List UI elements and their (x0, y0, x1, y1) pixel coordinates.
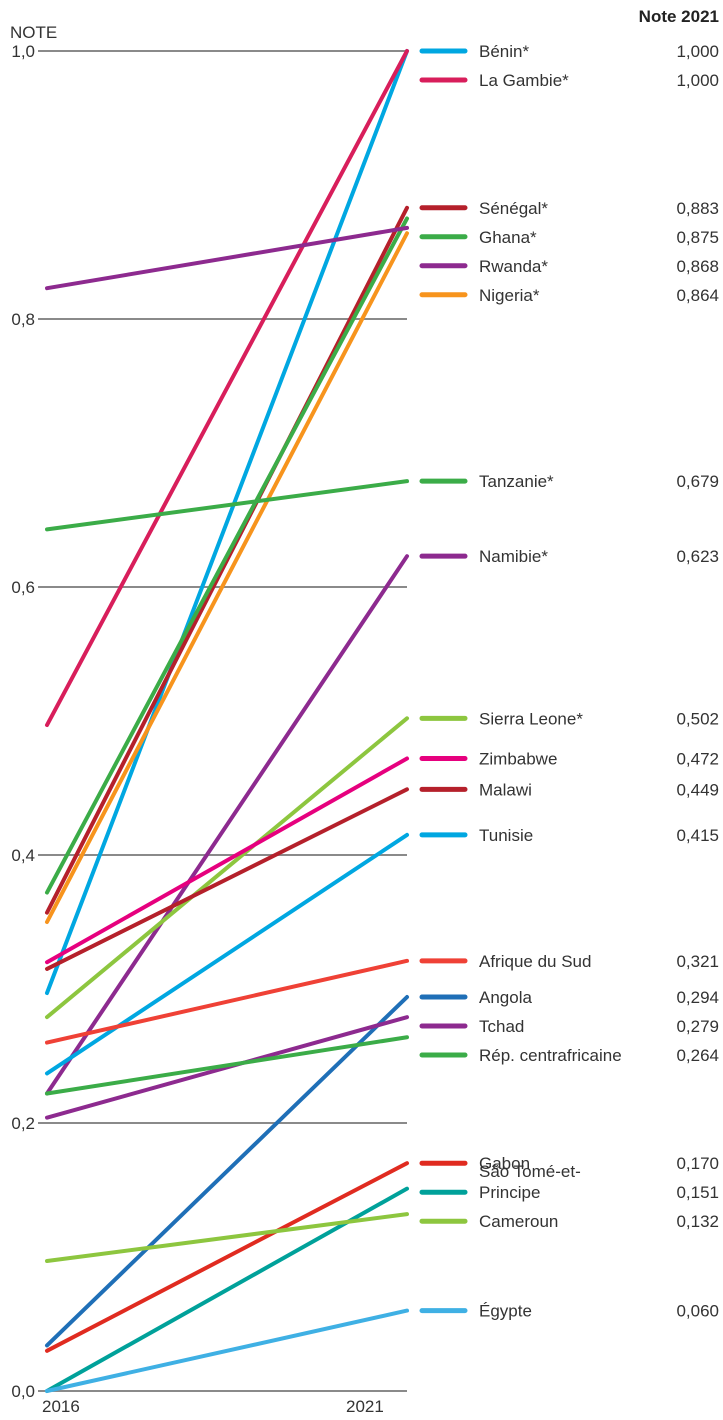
legend-value: 0,170 (676, 1154, 719, 1173)
y-tick-label-5: 1,0 (11, 42, 35, 61)
legend-item-la-gambie: La Gambie* 1,000 (419, 71, 719, 90)
legend-value: 0,864 (676, 286, 719, 305)
y-tick-label-1: 0,2 (11, 1114, 35, 1133)
legend-value: 0,623 (676, 547, 719, 566)
legend-label: Nigeria* (479, 286, 540, 305)
series-line-tunisie (45, 832, 409, 1076)
series-line-angola (45, 995, 409, 1348)
y-tick-label-3: 0,6 (11, 578, 35, 597)
legend-label: São Tomé-et- (479, 1162, 581, 1181)
legend-label: Égypte (479, 1302, 532, 1321)
legend-label: Malawi (479, 780, 532, 799)
legend-label: Cameroun (479, 1212, 558, 1231)
y-axis-title: NOTE (10, 23, 57, 42)
series-line-namibie (45, 554, 409, 1096)
series-line-tanzanie (45, 479, 409, 532)
series-line-malawi (45, 787, 409, 971)
legend-item-senegal: Sénégal* 0,883 (419, 199, 719, 218)
series-line-rep-centrafricaine (45, 1035, 409, 1096)
legend-value: 0,502 (676, 709, 719, 728)
legend-item-tanzanie: Tanzanie* 0,679 (419, 472, 719, 491)
value-column-header: Note 2021 (639, 7, 719, 26)
legend-label: Tanzanie* (479, 472, 554, 491)
legend-label: Gabon (479, 1154, 530, 1173)
legend-label: Sierra Leone* (479, 709, 583, 728)
series-line-sao-tome-et-principe (45, 1186, 409, 1393)
legend-item-ghana: Ghana* 0,875 (419, 228, 719, 247)
legend-label: Afrique du Sud (479, 952, 591, 971)
legend-value: 0,415 (676, 826, 719, 845)
legend-item-tchad: Tchad 0,279 (419, 1017, 719, 1036)
series-line-sierra-leone (45, 716, 409, 1020)
legend-label: Ghana* (479, 228, 537, 247)
legend-item-angola: Angola 0,294 (419, 988, 719, 1007)
legend-value: 0,060 (676, 1302, 719, 1321)
legend-label: Tunisie (479, 826, 533, 845)
x-tick-label-2021: 2021 (346, 1397, 384, 1416)
series-line-zimbabwe (45, 756, 409, 965)
legend-item-sao-tome-et-principe: São Tomé-et- Principe 0,151 (419, 1162, 719, 1202)
series-line-gabon (45, 1161, 409, 1353)
series-line-ghana (45, 216, 409, 895)
legend-item-nigeria: Nigeria* 0,864 (419, 286, 719, 305)
legend-label: Namibie* (479, 547, 548, 566)
legend: Bénin* 1,000 La Gambie* 1,000 Sénégal* 0,883 G… (419, 42, 719, 1321)
legend-value: 0,449 (676, 780, 719, 799)
legend-item-malawi: Malawi 0,449 (419, 780, 719, 799)
legend-label: Bénin* (479, 42, 529, 61)
legend-label: Principe (479, 1183, 540, 1202)
legend-item-namibie: Namibie* 0,623 (419, 547, 719, 566)
y-tick-label-2: 0,4 (11, 846, 35, 865)
legend-value: 0,279 (676, 1017, 719, 1036)
legend-label: Rép. centrafricaine (479, 1046, 622, 1065)
legend-item-sierra-leone: Sierra Leone* 0,502 (419, 709, 719, 728)
legend-item-rep-centrafricaine: Rép. centrafricaine 0,264 (419, 1046, 719, 1065)
series-lines (45, 49, 409, 1393)
legend-item-gabon: Gabon 0,170 (419, 1154, 719, 1173)
legend-label: Angola (479, 988, 532, 1007)
legend-value: 0,868 (676, 257, 719, 276)
legend-item-rwanda: Rwanda* 0,868 (419, 257, 719, 276)
legend-label: Tchad (479, 1017, 524, 1036)
legend-item-zimbabwe: Zimbabwe 0,472 (419, 750, 719, 769)
legend-value: 1,000 (676, 42, 719, 61)
legend-item-benin: Bénin* 1,000 (419, 42, 719, 61)
y-tick-label-4: 0,8 (11, 310, 35, 329)
y-tick-label-0: 0,0 (11, 1382, 35, 1401)
legend-value: 0,875 (676, 228, 719, 247)
legend-label: La Gambie* (479, 71, 569, 90)
legend-value: 0,679 (676, 472, 719, 491)
legend-value: 0,472 (676, 750, 719, 769)
legend-item-cameroun: Cameroun 0,132 (419, 1212, 719, 1231)
series-line-senegal (45, 205, 409, 915)
legend-value: 0,151 (676, 1183, 719, 1202)
series-line-rwanda (45, 225, 409, 291)
legend-value: 0,321 (676, 952, 719, 971)
axis-labels: NOTE 2016 2021 Note 2021 0,0 0,2 0,4 0,6 0,8… (10, 7, 719, 1416)
legend-item-afrique-du-sud: Afrique du Sud 0,321 (419, 952, 719, 971)
legend-value: 0,132 (676, 1212, 719, 1231)
legend-value: 0,264 (676, 1046, 719, 1065)
series-line-nigeria (45, 231, 409, 924)
legend-value: 1,000 (676, 71, 719, 90)
series-line-la-gambie (45, 49, 409, 728)
legend-value: 0,294 (676, 988, 719, 1007)
legend-label: Zimbabwe (479, 750, 557, 769)
series-line-benin (45, 49, 409, 996)
series-line-afrique-du-sud (45, 958, 409, 1045)
legend-label: Sénégal* (479, 199, 548, 218)
legend-item-tunisie: Tunisie 0,415 (419, 826, 719, 845)
legend-label: Rwanda* (479, 257, 548, 276)
series-line-egypte (45, 1308, 409, 1393)
x-tick-label-2016: 2016 (42, 1397, 80, 1416)
legend-value: 0,883 (676, 199, 719, 218)
legend-item-egypte: Égypte 0,060 (419, 1302, 719, 1321)
series-line-cameroun (45, 1212, 409, 1264)
